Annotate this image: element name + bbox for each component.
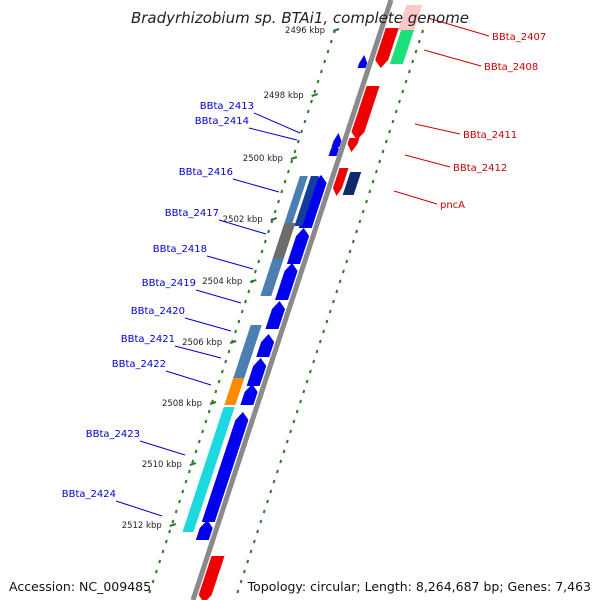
tick-label: 2498 kbp (264, 91, 304, 101)
reverse-gene-label: pncA (440, 200, 465, 211)
reverse-gene-label: BBta_2411 (463, 130, 517, 141)
forward-label-leader (174, 345, 222, 359)
tick-labels: 2496 kbp 2498 kbp 2500 kbp 2502 kbp 2504 kbp… (122, 26, 325, 531)
genome-summary-text: Topology: circular; Length: 8,264,687 bp… (247, 579, 591, 594)
reverse-label-leader (414, 123, 461, 135)
tick-mark (169, 523, 177, 527)
homology-bar (389, 30, 415, 64)
tick-label: 2508 kbp (162, 399, 202, 409)
forward-gene-arrow (286, 228, 310, 264)
tick-label: 2502 kbp (223, 215, 263, 225)
homology-bar (224, 378, 245, 405)
reverse-label-leader (427, 17, 490, 37)
gene-features (182, 5, 423, 600)
tick-mark (189, 462, 197, 466)
forward-gene-label: BBta_2424 (62, 489, 116, 500)
reverse-gene-arrow (198, 556, 225, 600)
forward-gene-arrow (256, 334, 275, 357)
homology-bar (282, 176, 308, 230)
homology-bar (272, 223, 296, 258)
forward-gene-label: BBta_2419 (142, 278, 196, 289)
homology-bar (260, 258, 284, 296)
homology-bar (294, 176, 319, 226)
forward-gene-marker (331, 133, 342, 147)
tick-mark (229, 340, 237, 344)
forward-gene-label: BBta_2422 (112, 359, 166, 370)
forward-gene-marker (357, 55, 368, 68)
reverse-gene-arrow (351, 86, 380, 140)
reverse-gene-arrow (347, 138, 360, 152)
tick-mark (270, 217, 278, 221)
forward-gene-label: BBta_2423 (86, 429, 140, 440)
tick-label: 2500 kbp (243, 154, 283, 164)
homology-bar (182, 407, 235, 532)
forward-label-leader (248, 127, 298, 141)
reverse-gene-arrow (375, 28, 399, 68)
forward-gene-label: BBta_2414 (195, 116, 249, 127)
homology-bar (232, 352, 253, 381)
forward-gene-label: BBta_2420 (131, 306, 185, 317)
forward-gene-arrow (240, 384, 258, 405)
forward-label-leader (195, 289, 242, 304)
forward-gene-label: BBta_2421 (121, 334, 175, 345)
forward-gene-arrow (246, 358, 267, 386)
forward-label-leader (232, 178, 280, 193)
tick-mark (290, 156, 298, 160)
tick-mark (209, 401, 217, 405)
forward-gene-label: BBta_2413 (200, 101, 254, 112)
accession-text: Accession: NC_009485 (9, 579, 152, 594)
reverse-gene-label: BBta_2408 (484, 62, 538, 73)
tick-mark (249, 279, 257, 283)
forward-gene-label: BBta_2418 (153, 244, 207, 255)
forward-gene-marker (328, 141, 339, 156)
reverse-gene-label: BBta_2412 (453, 163, 507, 174)
reverse-label-leader (404, 154, 451, 168)
homology-bar (398, 5, 423, 30)
tick-label: 2506 kbp (182, 338, 222, 348)
tick-label: 2504 kbp (202, 277, 242, 287)
forward-label-leader (115, 500, 163, 517)
forward-gene-arrow (195, 520, 213, 540)
forward-label-leader (165, 370, 212, 386)
tick-label: 2510 kbp (142, 460, 182, 470)
forward-gene-label: BBta_2417 (165, 208, 219, 219)
scale-dots-outer (233, 29, 425, 600)
forward-label-leader (206, 255, 254, 270)
forward-gene-arrow (275, 263, 298, 300)
reverse-label-leader (393, 190, 438, 205)
forward-gene-arrow (201, 412, 249, 522)
forward-label-leader (218, 219, 267, 235)
forward-gene-arrow (265, 301, 286, 329)
reverse-gene-label: BBta_2407 (492, 32, 546, 43)
homology-bar (342, 172, 362, 195)
homology-bar (240, 325, 262, 356)
tick-label: 2512 kbp (122, 521, 162, 531)
scale-ticks: 2496 kbp 2498 kbp 2500 kbp 2502 kbp 2504 kbp… (122, 26, 340, 531)
tick-mark (332, 28, 340, 32)
reverse-gene-arrow (332, 168, 349, 196)
reverse-label-leader (423, 49, 482, 67)
forward-label-leader (184, 317, 232, 332)
forward-label-leader (253, 112, 301, 134)
gene-labels: BBta_2413 BBta_2414 BBta_2416 BBta_2417 BBta… (62, 17, 546, 517)
tick-label: 2496 kbp (285, 26, 325, 36)
forward-gene-label: BBta_2416 (179, 167, 233, 178)
forward-label-leader (139, 440, 186, 456)
map-title: Bradyrhizobium sp. BTAi1, complete genom… (131, 9, 469, 27)
genome-backbone (190, 0, 394, 600)
tick-mark (311, 93, 318, 97)
